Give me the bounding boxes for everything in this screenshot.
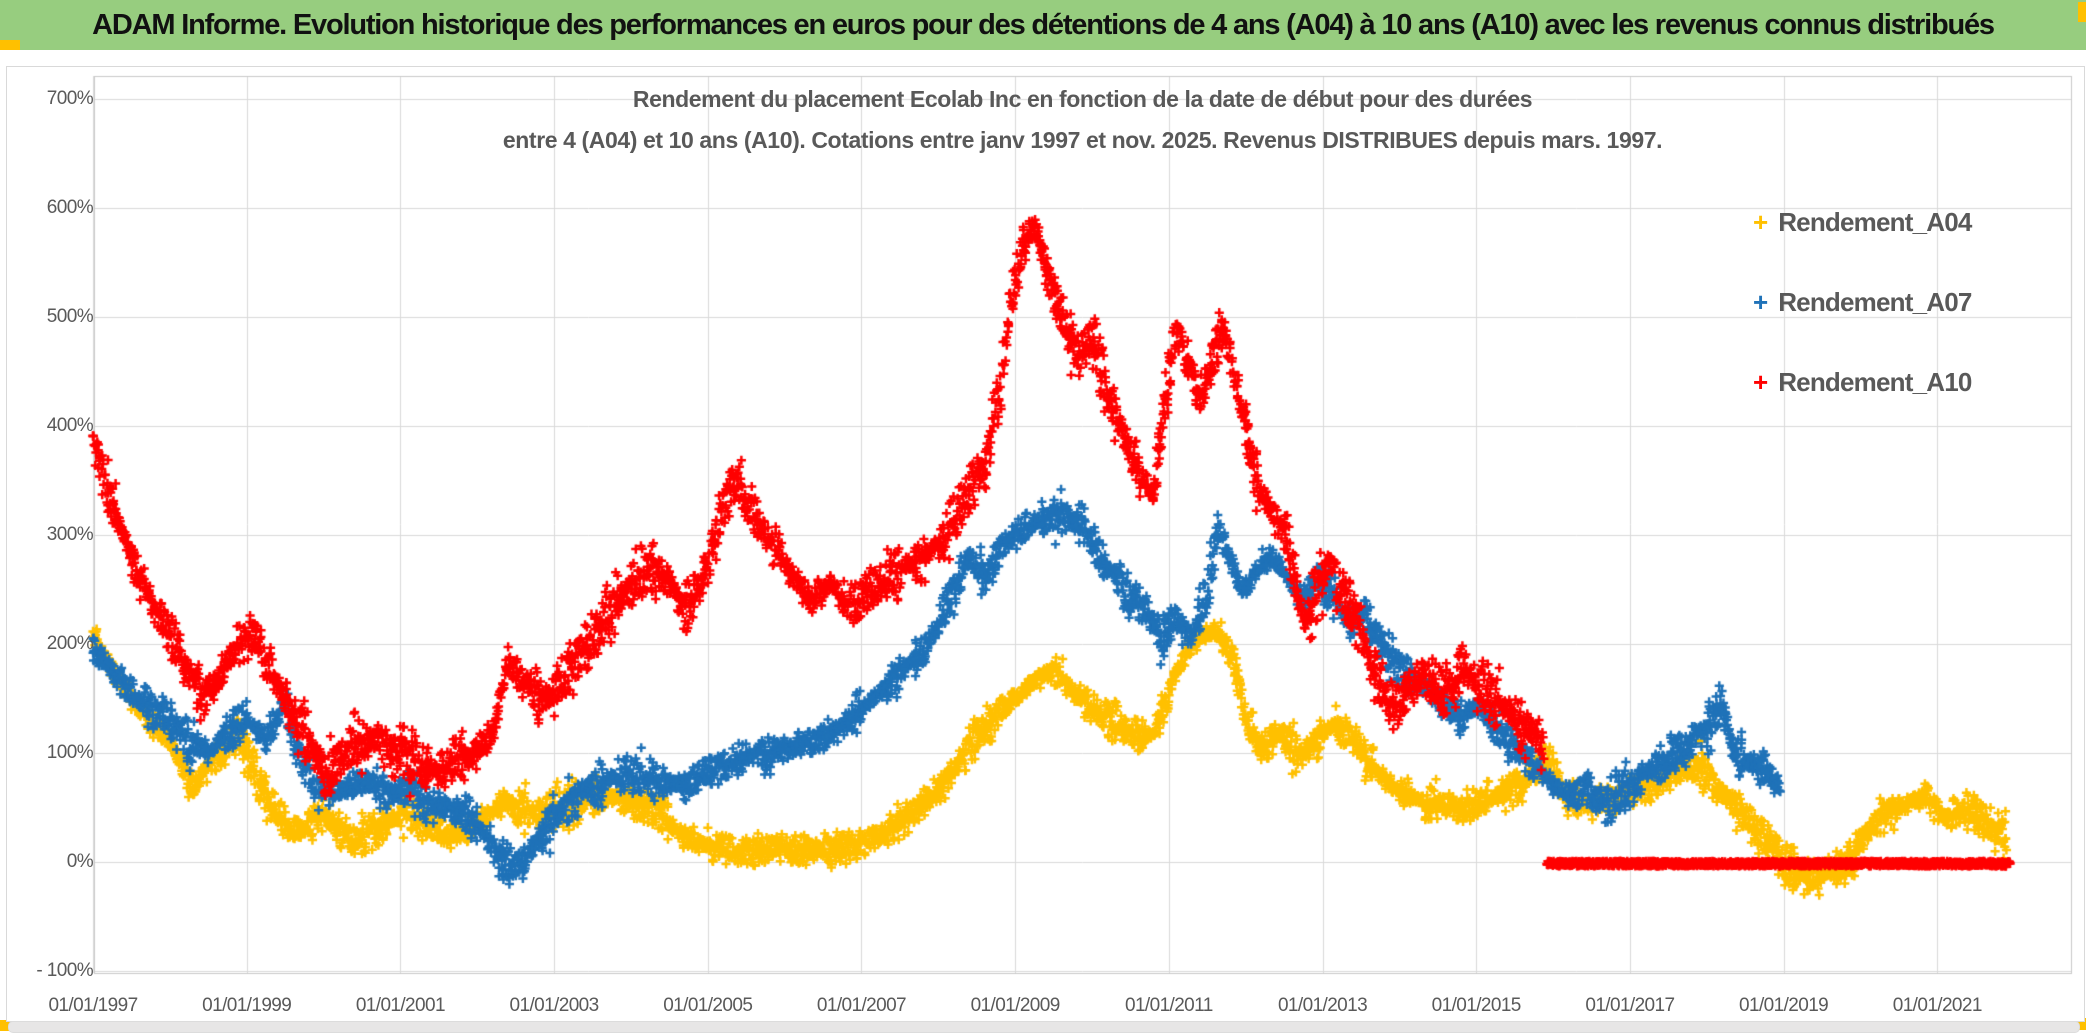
header-title: ADAM Informe. Evolution historique des p… [92,8,1995,41]
x-tick-label: 01/01/2001 [355,995,446,1016]
accent-top-right [2078,2,2086,22]
y-tick-label: 700% [46,88,94,109]
accent-bottom-left [0,1020,12,1031]
y-tick-label: 200% [46,633,94,654]
x-tick-label: 01/01/2009 [970,995,1061,1016]
y-tick-label: 600% [46,197,94,218]
legend-label: Rendement_A07 [1778,286,1972,317]
x-tick-label: 01/01/2011 [1124,995,1213,1016]
plus-marker-icon: + [1753,287,1769,317]
x-tick-label: 01/01/2019 [1739,995,1829,1016]
x-tick-label: 01/01/2005 [663,995,753,1016]
y-tick-label: 400% [46,415,94,436]
x-tick-label: 01/01/1997 [48,995,138,1016]
chart-area: Rendement du placement Ecolab Inc en fon… [6,66,2085,1022]
y-tick-label: 100% [46,742,94,763]
legend-label: Rendement_A04 [1778,206,1972,237]
legend-item-rendement_a04[interactable]: + Rendement_A04 [1753,203,1972,241]
chart-title-line1: Rendement du placement Ecolab Inc en fon… [632,86,1533,112]
chart-canvas [7,67,2084,1021]
chart-title: Rendement du placement Ecolab Inc en fon… [94,79,2071,161]
plus-marker-icon: + [1753,207,1769,237]
plus-marker-icon: + [1753,367,1769,397]
y-tick-label: - 100% [36,960,93,981]
y-tick-label: 0% [66,851,94,872]
x-tick-label: 01/01/2007 [816,995,907,1016]
accent-header-left [0,40,20,50]
chart-title-line2: entre 4 (A04) et 10 ans (A10). Cotations… [502,127,1663,153]
header-banner: ADAM Informe. Evolution historique des p… [0,0,2086,50]
y-tick-label: 500% [46,306,94,327]
legend-item-rendement_a10[interactable]: + Rendement_A10 [1753,363,1972,401]
x-tick-label: 01/01/2021 [1892,995,1983,1016]
bottom-bar [8,1021,2080,1033]
x-tick-label: 01/01/2013 [1277,995,1368,1016]
legend-item-rendement_a07[interactable]: + Rendement_A07 [1753,283,1972,321]
x-tick-label: 01/01/1999 [202,995,292,1016]
x-tick-label: 01/01/2003 [509,995,600,1016]
x-tick-label: 01/01/2017 [1585,995,1675,1016]
x-tick-label: 01/01/2015 [1431,995,1522,1016]
legend-label: Rendement_A10 [1778,366,1972,397]
y-tick-label: 300% [46,524,94,545]
